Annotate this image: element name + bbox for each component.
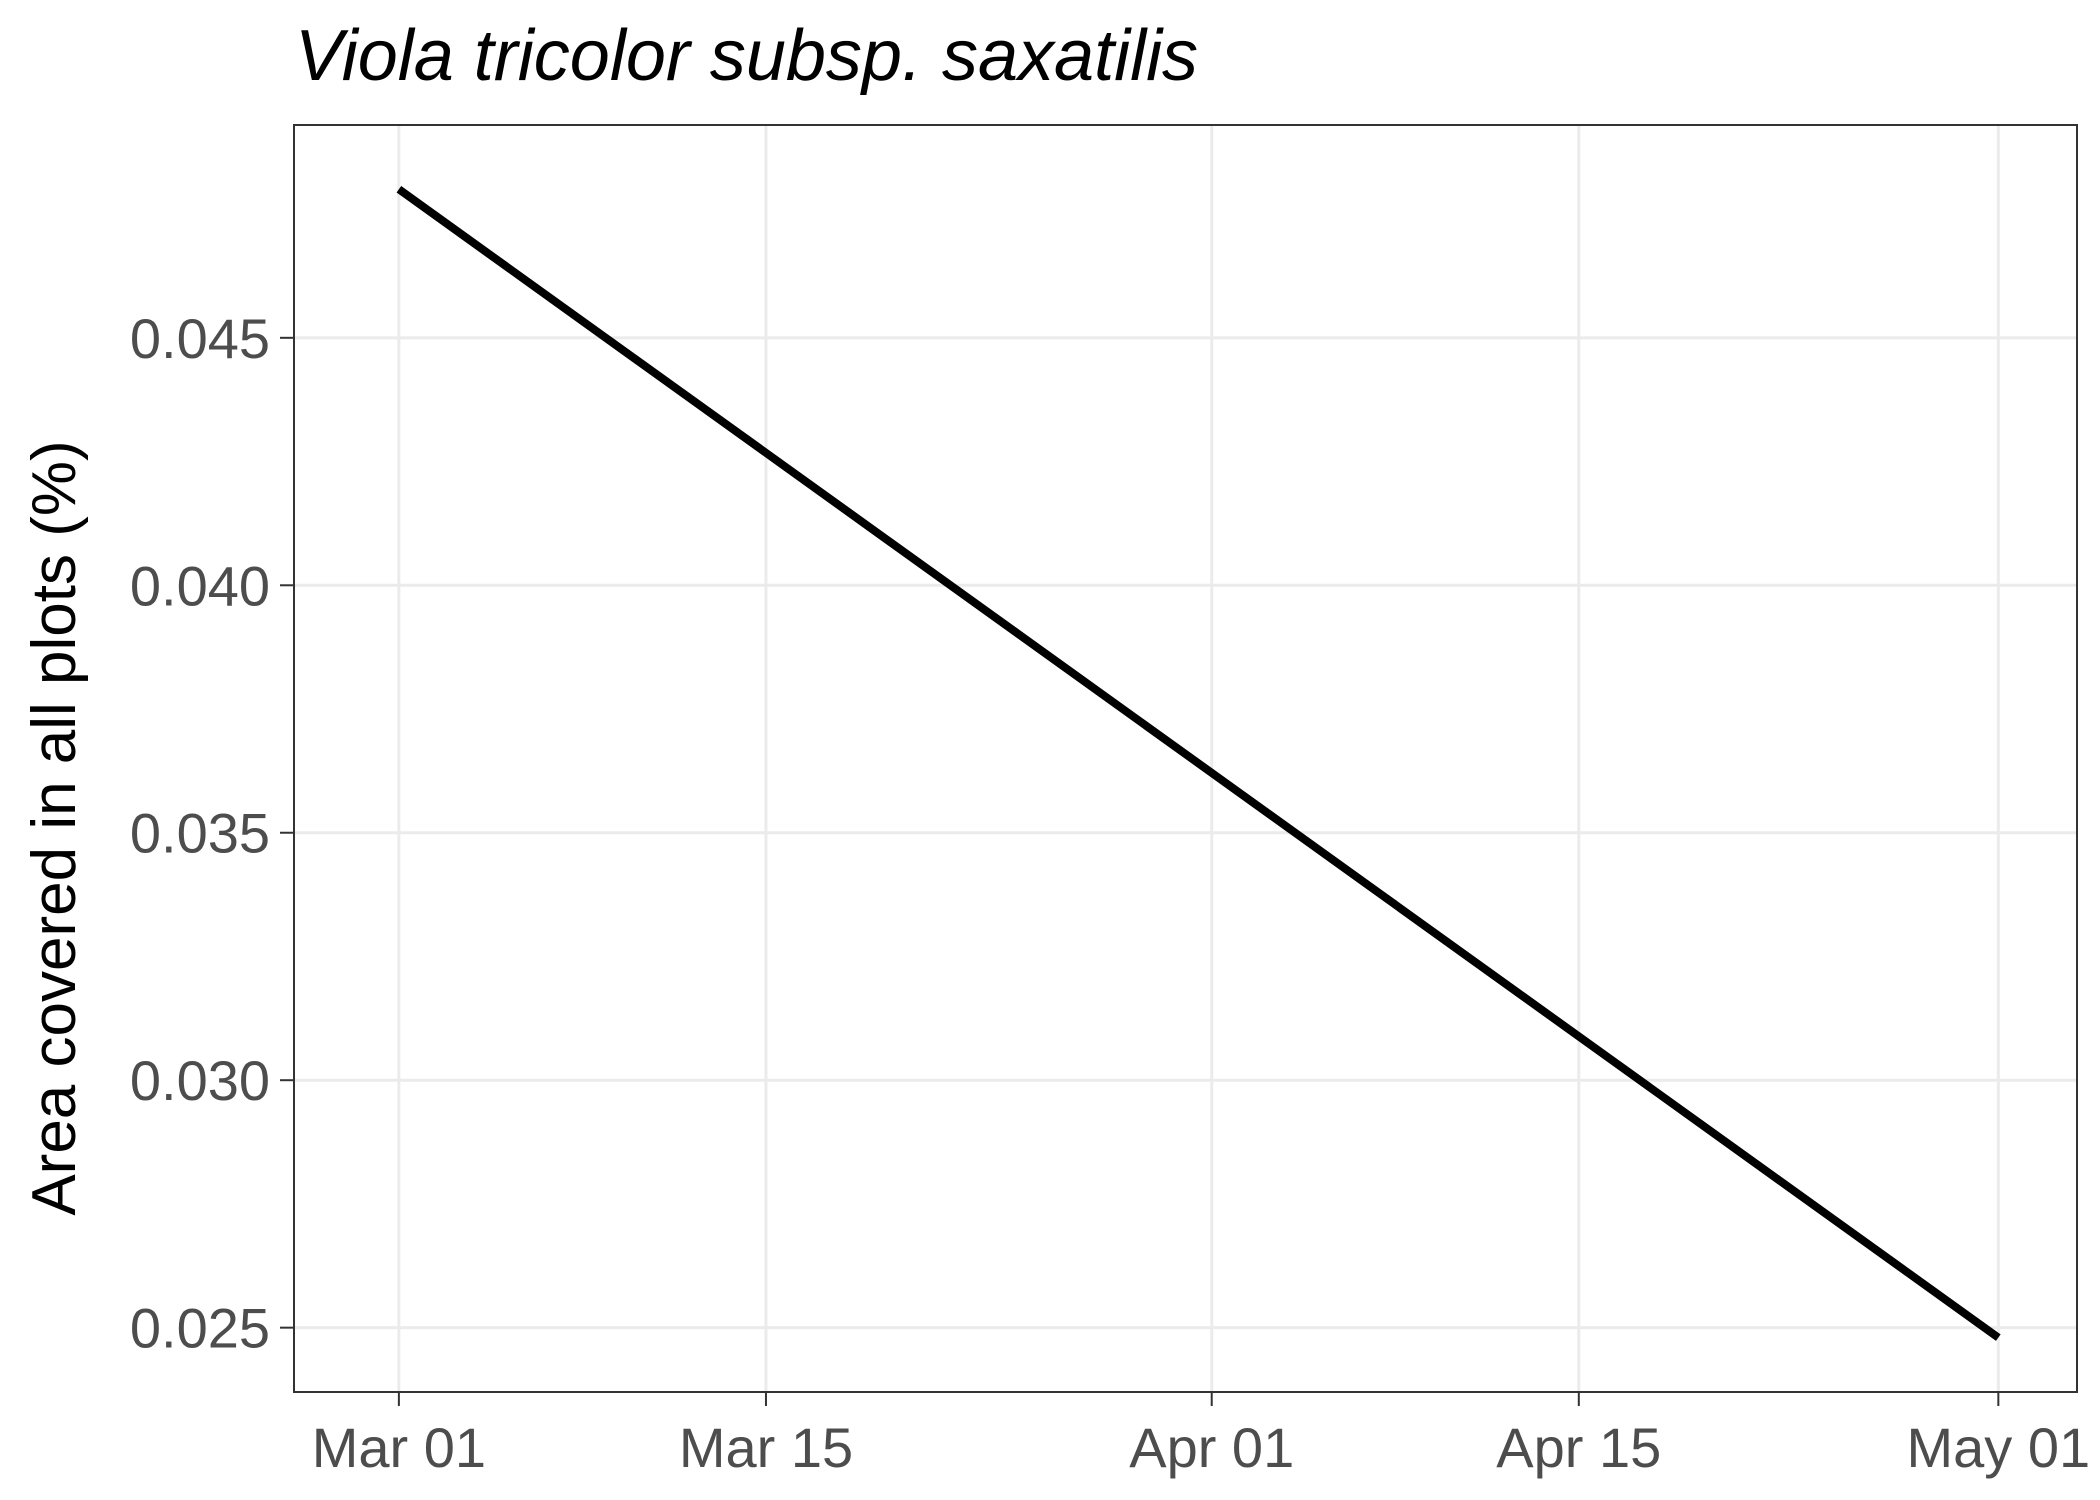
x-axis: Mar 01 Mar 15 Apr 01 Apr 15 May 01 [312,1392,2090,1479]
y-tick-label: 0.035 [130,802,270,865]
chart-title: Viola tricolor subsp. saxatilis [295,16,1198,96]
series-line [396,186,2001,1341]
series [396,186,2001,1341]
y-tick-label: 0.045 [130,307,270,370]
y-tick-label: 0.025 [130,1297,270,1360]
y-axis: 0.025 0.030 0.035 0.040 0.045 [130,307,294,1360]
x-tick-label: Mar 01 [312,1416,486,1479]
x-tick-label: Mar 15 [679,1416,853,1479]
x-tick-label: Apr 01 [1129,1416,1294,1479]
x-tick-label: May 01 [1907,1416,2091,1479]
y-axis-label: Area covered in all plots (%) [20,440,89,1215]
y-tick-label: 0.040 [130,554,270,617]
x-tick-label: Apr 15 [1496,1416,1661,1479]
grid [294,125,2077,1392]
plot-panel [293,124,2078,1393]
y-tick-label: 0.030 [130,1049,270,1112]
